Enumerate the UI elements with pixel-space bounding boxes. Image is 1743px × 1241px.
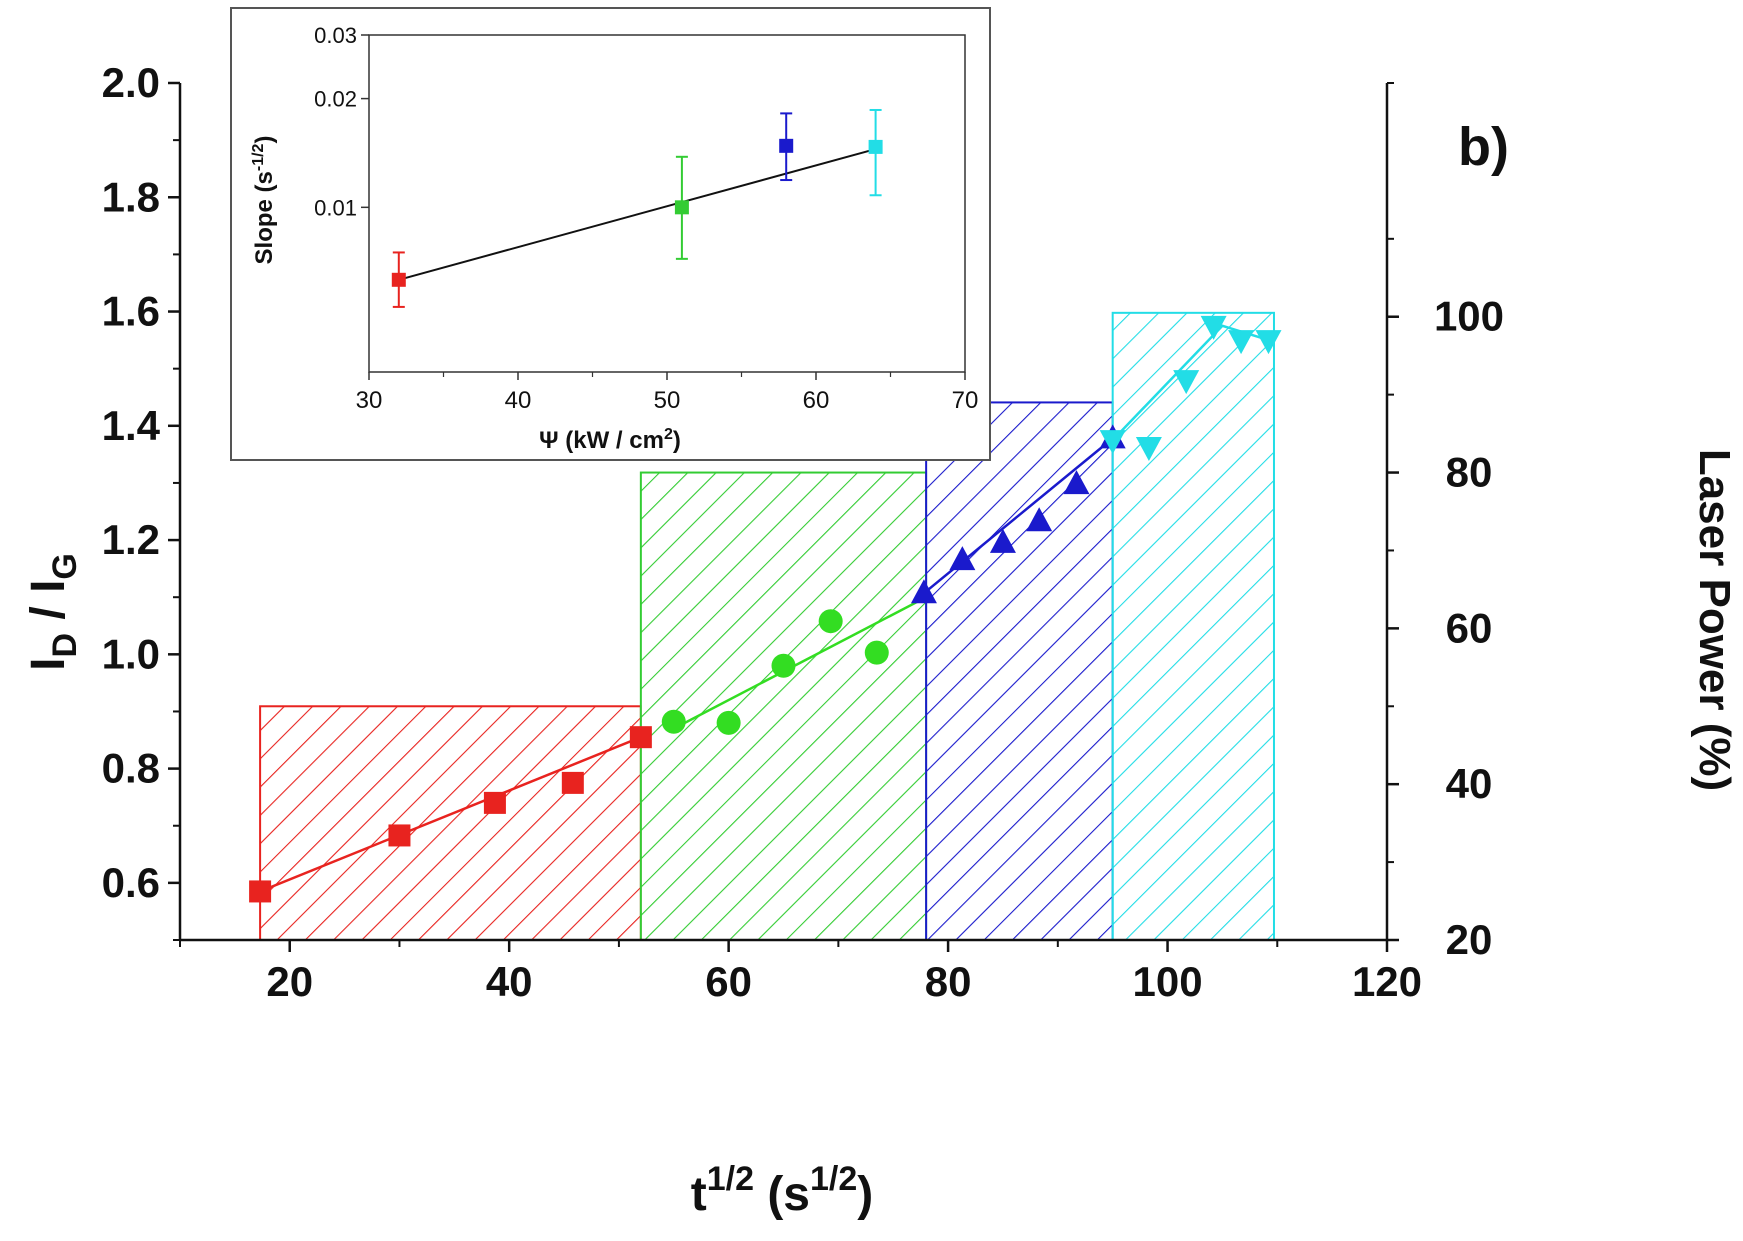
y-axis-title-sub1: D [46, 633, 84, 658]
data-point-square [249, 880, 272, 903]
inset-chart: 30 40 50 60 70 0.01 0.02 0.03 Slope (s-1/2) Ψ (… [230, 7, 991, 461]
inset-data-point [674, 200, 689, 215]
data-point-triangle-down [1228, 330, 1255, 355]
inset-fit-line-path [398, 148, 876, 281]
y2-axis-title: Laser Power (%) [1690, 449, 1739, 791]
inset-x-tick-label: 30 [356, 387, 383, 414]
data-point-triangle-down [1099, 430, 1126, 455]
y-tick-label: 1.6 [102, 288, 160, 335]
x-tick-label: 120 [1352, 958, 1422, 1005]
data-point-triangle-down [1200, 315, 1227, 340]
data-point-circle [661, 709, 686, 734]
y-axis-title: ID / IG [22, 553, 84, 671]
inset-data-point [779, 138, 794, 153]
inset-y-axis-title-main: Slope (s [251, 171, 278, 264]
data-point-triangle-up [1063, 470, 1090, 495]
y-tick-label: 1.4 [102, 402, 161, 449]
y-axis-title-sub2: G [46, 553, 84, 579]
x-axis-title: t1/2 (s1/2) [691, 1160, 874, 1221]
inset-y-axis-title-sup: -1/2 [250, 143, 267, 171]
data-point-circle [818, 609, 843, 634]
inset-y-axis-title: Slope (s-1/2) [250, 136, 278, 265]
fit-line [1111, 324, 1269, 441]
data-point-triangle-down [1255, 330, 1282, 355]
inset-frame [230, 7, 991, 461]
y-axis-title-main: I [22, 658, 75, 671]
data-points [249, 315, 1282, 903]
y2-tick-label: 40 [1446, 760, 1493, 807]
x-axis-title-mid: (s [754, 1168, 810, 1221]
data-point-triangle-up [989, 528, 1016, 553]
y2-tick-label: 100 [1434, 293, 1504, 340]
laser-power-bars [259, 311, 1275, 942]
inset-x-tick-label: 70 [952, 387, 979, 414]
x-axis-title-main: t [691, 1168, 707, 1221]
inset-data-points [391, 108, 883, 308]
laser-power-bar [1111, 311, 1275, 941]
x-axis-title-sup2: 1/2 [810, 1160, 857, 1198]
inset-y-tick-label: 0.01 [314, 195, 357, 220]
x-tick-label: 20 [266, 958, 313, 1005]
data-point-square [629, 726, 652, 749]
data-point-circle [864, 640, 889, 665]
x-tick-label: 60 [705, 958, 752, 1005]
fit-line [259, 736, 642, 893]
inset-x-tick-label: 60 [803, 387, 830, 414]
inset-data-point [868, 139, 883, 154]
data-point-circle [716, 710, 741, 735]
data-point-triangle-up [949, 546, 976, 571]
data-point-triangle-up [1026, 507, 1053, 532]
inset-x-axis-title-main: Ψ (kW / cm [539, 427, 664, 454]
x-tick-label: 80 [925, 958, 972, 1005]
y-tick-label: 1.2 [102, 516, 160, 563]
inset-x-tick-label: 40 [505, 387, 532, 414]
inset-x-tick-label: 50 [654, 387, 681, 414]
y2-tick-label: 60 [1446, 604, 1493, 651]
data-point-square [388, 824, 411, 847]
data-point-square [561, 771, 584, 794]
inset-axes: 30 40 50 60 70 0.01 0.02 0.03 [314, 23, 978, 414]
laser-power-bar [639, 471, 928, 941]
y-tick-label: 1.8 [102, 173, 160, 220]
y2-tick-label: 80 [1446, 449, 1493, 496]
data-point-circle [771, 653, 796, 678]
inset-x-axis-title: Ψ (kW / cm2) [539, 426, 681, 454]
laser-power-bar [925, 401, 1114, 942]
inset-y-tick-label: 0.03 [314, 23, 357, 48]
data-point-square [483, 791, 506, 814]
data-point-triangle-down [1135, 436, 1162, 461]
x-axis-title-sup1: 1/2 [707, 1160, 754, 1198]
panel-label: b) [1458, 117, 1509, 177]
inset-y-tick-label: 0.02 [314, 87, 357, 112]
inset-x-axis-title-sup: 2 [664, 426, 673, 443]
y-tick-label: 1.0 [102, 630, 160, 677]
y2-tick-label: 20 [1446, 916, 1493, 963]
y-tick-label: 0.6 [102, 859, 160, 906]
data-point-triangle-down [1173, 370, 1200, 395]
fit-line [673, 596, 927, 730]
laser-power-bar [259, 705, 642, 941]
inset-fit-line [398, 148, 876, 281]
x-axis-title-end: ) [857, 1168, 873, 1221]
y-tick-label: 2.0 [102, 59, 160, 106]
data-point-triangle-up [910, 579, 937, 604]
inset-x-axis-title-end: ) [673, 427, 681, 454]
y-axis-title-sep: / I [22, 580, 75, 633]
x-tick-label: 100 [1133, 958, 1203, 1005]
y-tick-label: 0.8 [102, 745, 160, 792]
inset-y-axis-title-end: ) [251, 136, 278, 144]
inset-data-point [391, 272, 406, 287]
main-axes: 20 40 60 80 100 1200.60.81.01.21.41.61.82.020… [102, 59, 1504, 1005]
x-tick-label: 40 [486, 958, 533, 1005]
